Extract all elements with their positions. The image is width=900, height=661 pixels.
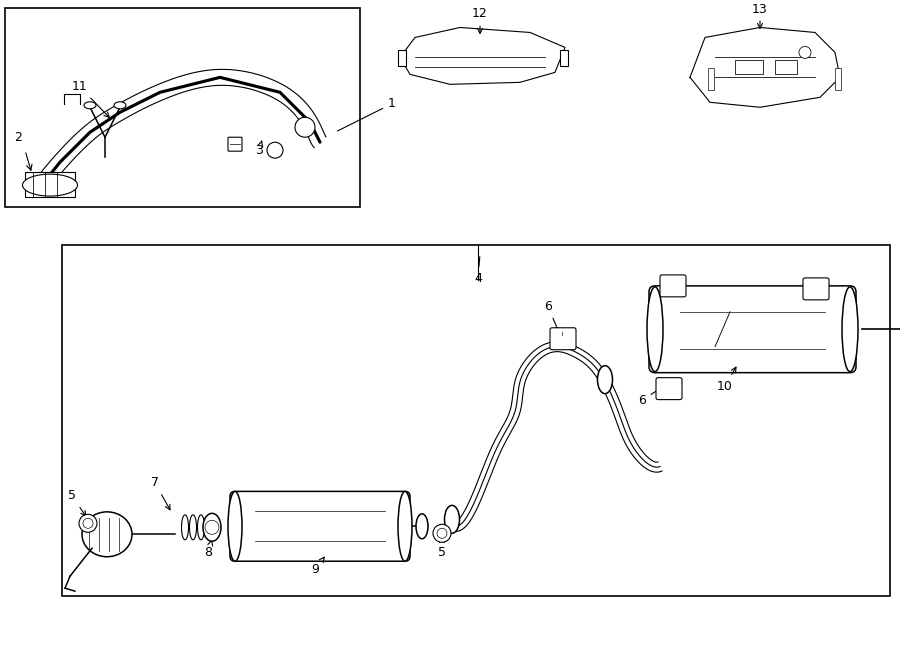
Text: 10: 10: [717, 367, 736, 393]
Bar: [835, 68, 841, 91]
Ellipse shape: [842, 287, 858, 371]
FancyBboxPatch shape: [62, 245, 890, 596]
Circle shape: [437, 528, 447, 538]
Circle shape: [205, 520, 219, 534]
Bar: [775, 60, 797, 74]
FancyBboxPatch shape: [649, 286, 856, 373]
Text: 5: 5: [68, 489, 86, 516]
Ellipse shape: [82, 512, 132, 557]
Text: 4: 4: [474, 256, 482, 285]
Text: 6: 6: [638, 386, 664, 407]
Circle shape: [79, 514, 97, 532]
Text: 1: 1: [338, 97, 396, 131]
Ellipse shape: [445, 506, 460, 533]
Text: 11: 11: [72, 81, 109, 118]
FancyBboxPatch shape: [660, 275, 686, 297]
FancyBboxPatch shape: [550, 328, 576, 350]
Text: 8: 8: [204, 540, 212, 559]
Bar: [25, 172, 75, 197]
Ellipse shape: [598, 366, 613, 393]
FancyBboxPatch shape: [5, 7, 360, 207]
Ellipse shape: [182, 515, 188, 540]
Ellipse shape: [398, 491, 412, 561]
FancyBboxPatch shape: [656, 377, 682, 400]
FancyBboxPatch shape: [228, 137, 242, 151]
Circle shape: [295, 117, 315, 137]
Text: 7: 7: [151, 477, 170, 510]
Text: 6: 6: [544, 300, 561, 336]
Circle shape: [799, 46, 811, 58]
Circle shape: [267, 142, 283, 158]
Ellipse shape: [203, 514, 221, 541]
Text: 2: 2: [14, 131, 22, 143]
Bar: [398, 50, 406, 66]
Text: 5: 5: [438, 537, 446, 559]
Text: 3: 3: [255, 141, 263, 157]
Ellipse shape: [197, 515, 204, 540]
Polygon shape: [400, 28, 565, 85]
Ellipse shape: [190, 515, 196, 540]
Bar: [735, 60, 763, 74]
Circle shape: [433, 524, 451, 542]
Text: 12: 12: [472, 7, 488, 34]
Ellipse shape: [22, 174, 77, 196]
FancyBboxPatch shape: [230, 491, 410, 561]
Bar: [560, 50, 568, 66]
FancyBboxPatch shape: [803, 278, 829, 300]
Circle shape: [83, 518, 93, 528]
Ellipse shape: [416, 514, 428, 539]
Ellipse shape: [114, 102, 126, 109]
Ellipse shape: [647, 287, 663, 371]
Ellipse shape: [84, 102, 96, 109]
Text: 9: 9: [311, 557, 324, 576]
Polygon shape: [690, 28, 840, 107]
Ellipse shape: [228, 491, 242, 561]
Bar: [708, 68, 714, 91]
Text: 13: 13: [752, 3, 768, 28]
